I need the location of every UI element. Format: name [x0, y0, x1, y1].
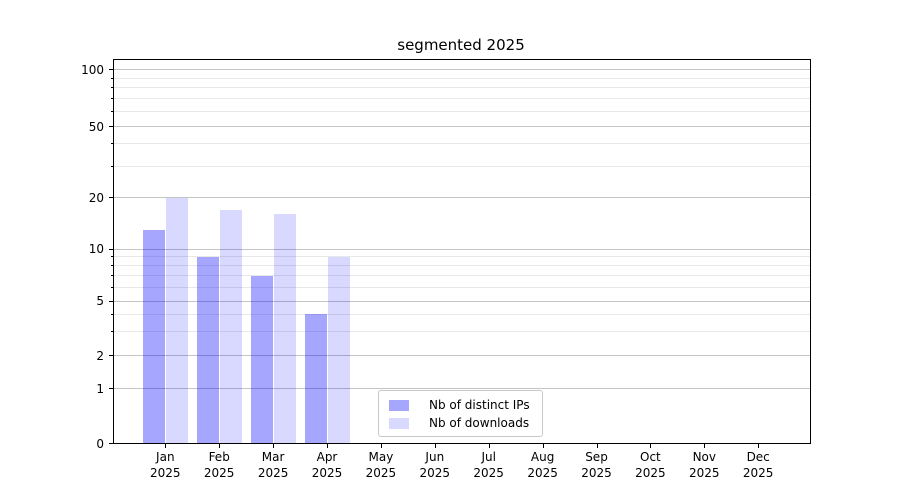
- major-gridline: [114, 126, 810, 127]
- x-tick-label: Oct 2025: [635, 450, 666, 480]
- y-axis-tick: [109, 197, 113, 198]
- y-axis-tick: [109, 355, 113, 356]
- x-tick-label: May 2025: [365, 450, 397, 480]
- bar-downloads: [274, 214, 296, 444]
- minor-gridline: [114, 87, 810, 89]
- x-axis-tick: [273, 444, 275, 448]
- legend-swatch: [389, 417, 409, 429]
- y-axis-minor-tick: [111, 275, 113, 277]
- y-axis-tick: [109, 248, 113, 250]
- bar-downloads: [220, 209, 242, 444]
- x-tick-label: Jan 2025: [150, 450, 181, 480]
- x-tick-label: Feb 2025: [203, 450, 235, 480]
- x-axis-tick: [758, 444, 760, 448]
- y-axis-tick: [109, 126, 113, 127]
- y-axis-minor-tick: [111, 77, 113, 79]
- y-tick-label: 2: [96, 348, 104, 363]
- x-tick-label: Aug 2025: [527, 450, 558, 480]
- minor-gridline: [114, 275, 810, 277]
- bar-downloads: [166, 197, 188, 444]
- y-axis-tick: [109, 69, 113, 70]
- bar-distinct-ips: [143, 229, 165, 444]
- minor-gridline: [114, 143, 810, 145]
- x-axis-tick: [219, 444, 221, 448]
- major-gridline: [114, 69, 810, 70]
- x-axis-tick: [327, 444, 328, 448]
- x-tick-label: Jul 2025: [473, 450, 504, 480]
- x-tick-label: Mar 2025: [257, 450, 289, 480]
- x-tick-label: Apr 2025: [311, 450, 343, 480]
- y-axis-minor-tick: [111, 143, 113, 145]
- y-axis-tick: [109, 300, 113, 302]
- y-tick-label: 1: [96, 381, 104, 396]
- major-gridline: [114, 355, 810, 356]
- y-axis-minor-tick: [111, 286, 113, 288]
- y-axis-minor-tick: [111, 265, 113, 267]
- minor-gridline: [114, 330, 810, 332]
- x-axis-tick: [542, 444, 544, 448]
- y-axis-minor-tick: [111, 313, 113, 315]
- legend-entry: Nb of distinct IPs: [385, 397, 536, 413]
- y-axis-minor-tick: [111, 256, 113, 258]
- y-tick-label: 50: [88, 119, 104, 134]
- y-axis-minor-tick: [111, 330, 113, 332]
- major-gridline: [114, 300, 810, 302]
- minor-gridline: [114, 265, 810, 267]
- y-tick-label: 0: [96, 436, 104, 451]
- legend-label: Nb of distinct IPs: [429, 398, 530, 412]
- minor-gridline: [114, 111, 810, 112]
- x-axis-tick: [704, 444, 706, 448]
- minor-gridline: [114, 256, 810, 258]
- x-axis-tick: [650, 444, 652, 448]
- legend-label: Nb of downloads: [429, 416, 530, 430]
- minor-gridline: [114, 313, 810, 315]
- bar-downloads: [328, 256, 350, 444]
- minor-gridline: [114, 165, 810, 167]
- chart-title: segmented 2025: [397, 36, 525, 54]
- x-tick-label: Jun 2025: [419, 450, 451, 480]
- x-axis-tick: [380, 444, 382, 448]
- y-axis-minor-tick: [111, 98, 113, 100]
- major-gridline: [114, 248, 810, 250]
- y-tick-label: 10: [88, 242, 104, 256]
- y-axis-minor-tick: [111, 111, 113, 112]
- y-axis-minor-tick: [111, 87, 113, 89]
- bar-distinct-ips: [305, 314, 327, 444]
- y-axis-minor-tick: [111, 165, 113, 167]
- x-tick-label: Nov 2025: [689, 450, 720, 480]
- minor-gridline: [114, 286, 810, 288]
- y-tick-label: 5: [96, 294, 104, 308]
- y-axis-tick: [109, 443, 113, 444]
- x-tick-label: Dec 2025: [742, 450, 774, 480]
- legend-swatch: [389, 399, 409, 411]
- x-axis-tick: [596, 444, 598, 448]
- x-axis-tick: [434, 444, 436, 448]
- minor-gridline: [114, 98, 810, 100]
- x-axis-tick: [488, 444, 490, 448]
- x-axis-tick: [165, 444, 167, 448]
- legend-entry: Nb of downloads: [385, 415, 536, 431]
- legend: Nb of distinct IPs Nb of downloads: [378, 390, 543, 437]
- bar-distinct-ips: [251, 275, 273, 444]
- y-tick-label: 20: [88, 190, 104, 205]
- major-gridline: [114, 388, 810, 389]
- bar-distinct-ips: [197, 256, 219, 444]
- y-tick-label: 100: [81, 62, 104, 77]
- y-axis-tick: [109, 388, 113, 389]
- minor-gridline: [114, 77, 810, 79]
- x-tick-label: Sep 2025: [581, 450, 612, 480]
- major-gridline: [114, 197, 810, 198]
